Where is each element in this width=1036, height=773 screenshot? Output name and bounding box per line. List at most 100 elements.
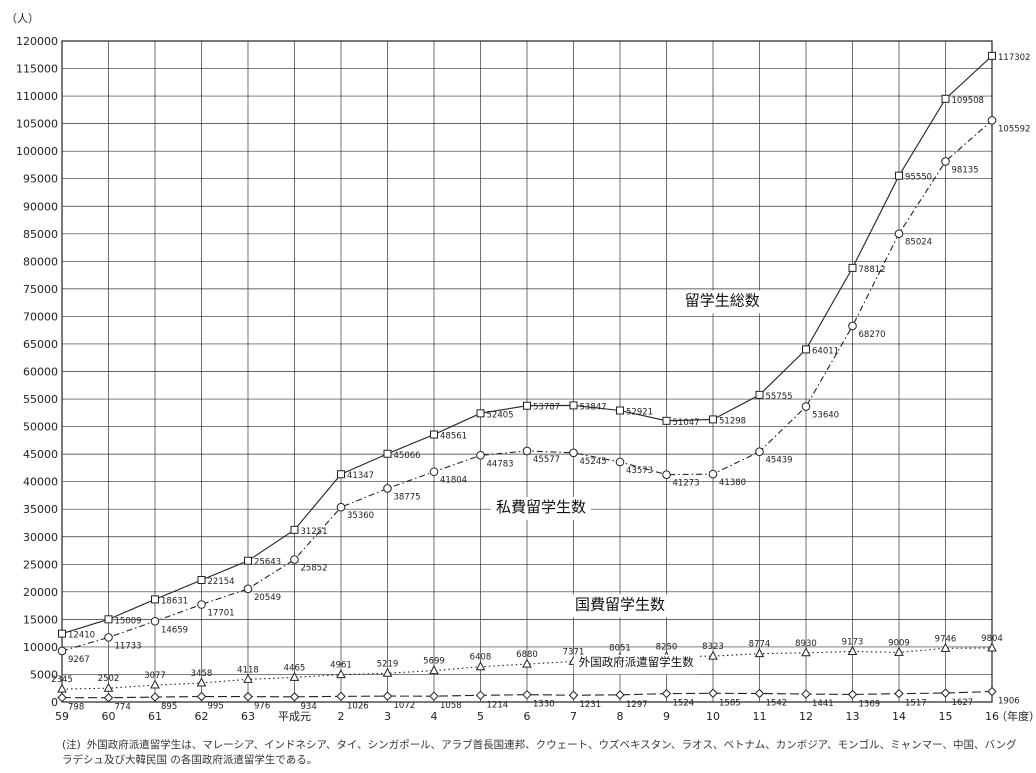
diamond-marker [150, 692, 160, 702]
data-label: 55755 [766, 392, 793, 402]
data-label: 117302 [998, 53, 1030, 63]
data-label: 38775 [394, 492, 421, 502]
data-label: 798 [68, 703, 84, 713]
y-tick-label: 115000 [16, 63, 58, 76]
series-name-background [490, 496, 591, 520]
data-label: 41347 [347, 471, 374, 481]
y-tick-label: 10000 [23, 641, 58, 654]
square-marker [104, 615, 113, 624]
square-marker [337, 470, 345, 479]
data-label: 1330 [533, 700, 555, 710]
triangle-marker [522, 658, 532, 668]
triangle-marker [103, 682, 114, 692]
data-label: 53787 [533, 403, 560, 413]
circle-marker [383, 484, 392, 493]
circle-marker [290, 555, 299, 564]
x-tick-label: 4 [431, 710, 438, 723]
series-name-background [570, 594, 670, 618]
data-label: 51047 [673, 418, 700, 428]
square-marker [197, 575, 206, 584]
data-label: 1058 [440, 701, 462, 711]
diamond-marker [987, 686, 997, 697]
x-tick-label: 61 [148, 710, 162, 723]
data-label: 41380 [719, 478, 746, 488]
circle-marker [197, 600, 206, 609]
data-label: 53847 [580, 402, 607, 412]
data-label: 52405 [487, 410, 514, 420]
y-tick-label: 100000 [16, 145, 58, 158]
data-label: 5219 [377, 659, 399, 669]
data-label: 895 [161, 702, 177, 712]
triangle-marker [429, 665, 439, 675]
line-chart: 0 5000 10000 15000 20000 25000 30000 35000 40000… [6, 12, 1036, 723]
series-name-label: 留学生総数 [685, 291, 760, 309]
diamond-marker [429, 691, 439, 701]
y-tick-label: 120000 [16, 35, 58, 48]
circle-marker [429, 467, 439, 477]
y-tick-label: 30000 [23, 531, 58, 544]
data-label: 2345 [51, 675, 73, 685]
circle-marker [894, 229, 904, 238]
data-label: 1585 [719, 698, 741, 708]
data-label: 934 [301, 702, 317, 712]
square-marker [802, 345, 810, 354]
triangle-marker [894, 646, 904, 656]
data-labels-layer: 12410 15009 18631 22154 25643 31251 41347 45066… [51, 53, 1030, 713]
diamond-marker [847, 689, 858, 700]
data-label: 4118 [237, 665, 259, 675]
y-tick-label: 60000 [23, 366, 58, 379]
circle-marker [569, 448, 578, 458]
circle-marker [243, 584, 253, 594]
data-label: 48561 [440, 432, 467, 442]
triangle-marker [847, 645, 858, 655]
data-label: 98135 [952, 165, 979, 175]
data-label: 18631 [161, 596, 188, 606]
x-tick-label: 62 [195, 710, 209, 723]
diamond-marker [336, 691, 346, 702]
x-tick-label: 11 [753, 710, 767, 723]
x-tick-label: 9 [663, 710, 670, 723]
x-tick-label: 12 [799, 710, 813, 723]
diamond-marker [243, 691, 253, 702]
triangle-marker [382, 667, 393, 677]
y-tick-label: 50000 [23, 421, 58, 434]
y-tick-label: 70000 [23, 310, 58, 323]
data-label: 51298 [719, 416, 746, 426]
triangle-marker [196, 677, 207, 687]
diamond-marker [289, 692, 300, 702]
diamond-marker [708, 688, 718, 698]
y-tick-label: 25000 [23, 558, 58, 571]
x-tick-label: 10 [706, 710, 720, 723]
y-axis-unit-label: （人） [6, 12, 39, 25]
triangle-marker [150, 679, 160, 689]
series-2 [57, 116, 997, 656]
square-marker [523, 401, 531, 410]
data-label: 1214 [487, 700, 509, 710]
square-marker [662, 416, 671, 425]
plot-frame [61, 40, 993, 703]
data-label: 12410 [68, 631, 95, 641]
triangle-marker [754, 648, 765, 658]
diamond-marker [103, 693, 114, 703]
footnote: (注) 外国政府派遣留学生は、マレーシア、インドネシア、タイ、シンガポール、アラブ… [62, 738, 1022, 768]
circle-marker [801, 402, 811, 411]
data-label: 9267 [68, 655, 90, 665]
data-label: 995 [208, 702, 224, 712]
x-tick-label: 59 [55, 710, 69, 723]
diamond-marker [754, 688, 765, 699]
circle-marker [522, 446, 532, 456]
footnote-text: 外国政府派遣留学生は、マレーシア、インドネシア、タイ、シンガポール、アラブ首長国… [62, 739, 1017, 766]
circle-marker [941, 157, 950, 166]
data-label: 9173 [842, 637, 864, 647]
square-marker [151, 595, 159, 604]
data-label: 31251 [301, 527, 328, 537]
square-marker [430, 430, 438, 439]
data-label: 1524 [673, 699, 695, 709]
data-label: 9804 [981, 634, 1003, 644]
series-name-background [679, 290, 765, 314]
data-label: 8774 [749, 640, 771, 650]
square-marker [290, 525, 299, 534]
data-label: 8930 [795, 639, 817, 649]
circle-marker [57, 646, 67, 656]
series-name-label: 外国政府派遣留学生数 [579, 655, 694, 669]
